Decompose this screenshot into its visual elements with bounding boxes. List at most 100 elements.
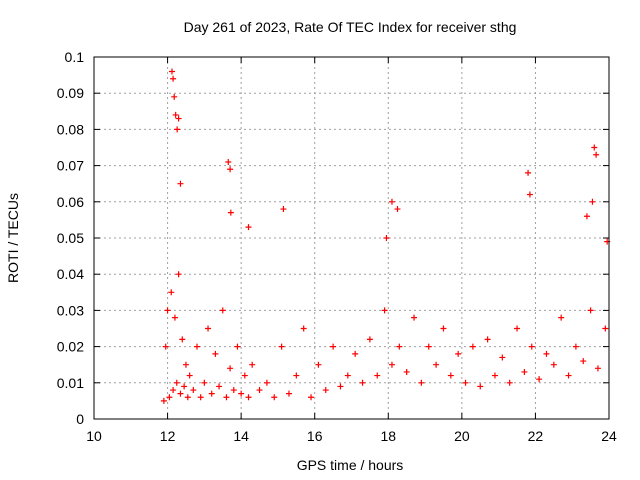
x-axis: 10 12 14 16 18 20 22 24 (86, 57, 617, 444)
data-point (212, 350, 219, 357)
data-point (179, 336, 186, 343)
data-point (425, 343, 432, 350)
data-point (293, 372, 300, 379)
data-point (381, 307, 388, 314)
data-point (201, 379, 208, 386)
data-point (245, 394, 252, 401)
data-point (580, 358, 587, 365)
data-point (366, 336, 373, 343)
data-point (234, 343, 241, 350)
data-point (344, 372, 351, 379)
data-point (374, 372, 381, 379)
data-point (197, 394, 204, 401)
data-point (352, 350, 359, 357)
data-point (170, 75, 177, 82)
data-point (440, 325, 447, 332)
data-point (171, 314, 178, 321)
data-point (227, 166, 234, 173)
data-point (194, 343, 200, 350)
y-tick-label: 0.02 (57, 339, 84, 355)
data-point (462, 379, 469, 386)
data-point (172, 111, 179, 118)
data-point (280, 206, 287, 213)
data-point (528, 343, 535, 350)
plot-frame (93, 56, 610, 420)
data-point (174, 126, 181, 133)
data-point (394, 206, 401, 213)
data-point (160, 397, 167, 404)
x-tick-label: 16 (307, 428, 323, 444)
data-point (521, 368, 528, 375)
data-point (514, 325, 521, 332)
data-point (166, 394, 173, 401)
y-tick-label: 0.01 (57, 375, 84, 391)
data-point (315, 361, 322, 368)
y-tick-label: 0.03 (57, 302, 84, 318)
x-tick-label: 14 (233, 428, 249, 444)
x-axis-title: GPS time / hours (297, 457, 404, 473)
y-tick-label: 0.07 (57, 158, 84, 174)
data-point (223, 394, 230, 401)
data-point (418, 379, 425, 386)
y-tick-label: 0.1 (65, 49, 85, 65)
y-tick-label: 0.08 (57, 121, 84, 137)
data-point (177, 180, 184, 187)
x-tick-label: 12 (160, 428, 176, 444)
data-point (238, 390, 245, 397)
data-point (186, 372, 193, 379)
data-point (383, 235, 390, 241)
data-point (388, 361, 395, 368)
data-point (227, 209, 234, 216)
data-point (308, 394, 315, 401)
data-point (175, 115, 182, 122)
data-point (477, 383, 484, 390)
y-tick-label: 0.04 (57, 266, 84, 282)
data-point (337, 383, 344, 390)
x-tick-label: 18 (380, 428, 396, 444)
data-point (216, 383, 223, 390)
y-tick-label: 0.05 (57, 230, 84, 246)
data-point (403, 368, 410, 375)
data-point (205, 325, 212, 332)
data-point (249, 361, 256, 368)
data-point (168, 289, 175, 296)
data-point (271, 394, 278, 401)
x-tick-label: 22 (528, 428, 544, 444)
data-point (330, 343, 337, 350)
data-point (491, 372, 498, 379)
data-point (164, 307, 171, 314)
data-point (587, 307, 594, 314)
data-point (396, 343, 403, 350)
data-point (285, 390, 292, 397)
data-point (208, 390, 215, 397)
data-point (499, 354, 506, 361)
data-point (230, 387, 237, 394)
data-point (322, 387, 329, 394)
y-axis-title: ROTI / TECUs (5, 193, 21, 283)
data-point (589, 198, 596, 205)
data-point (168, 68, 175, 75)
data-point (190, 387, 197, 394)
data-point (433, 361, 440, 368)
data-point (170, 387, 177, 394)
data-point (543, 350, 550, 357)
data-point (300, 325, 307, 332)
data-point (565, 372, 572, 379)
data-point (162, 343, 169, 350)
data-point (278, 343, 285, 350)
data-points (160, 68, 611, 404)
data-point (173, 379, 180, 386)
data-point (583, 213, 590, 220)
data-point (175, 271, 182, 278)
data-point (572, 343, 579, 350)
data-point (245, 224, 252, 231)
x-tick-label: 24 (601, 428, 617, 444)
data-point (591, 144, 598, 151)
data-point (411, 314, 418, 321)
data-point (525, 169, 532, 176)
data-point (536, 376, 543, 383)
data-point (225, 158, 232, 165)
data-point (550, 361, 557, 368)
data-point (594, 365, 601, 372)
